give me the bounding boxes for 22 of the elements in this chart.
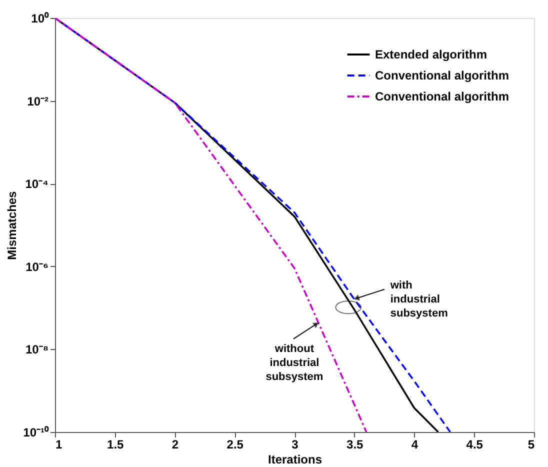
x-axis-title: Iterations xyxy=(268,452,322,466)
x-tick-label: 1 xyxy=(56,438,62,452)
y-tick-label: 10⁻¹⁰ xyxy=(23,426,50,440)
annotation: with industrial subsystem xyxy=(389,279,448,320)
x-tick-label: 5 xyxy=(528,438,535,452)
legend-label: Conventional algorithm xyxy=(375,90,510,104)
x-tick-label: 3.5 xyxy=(346,438,364,452)
x-tick-label: 2 xyxy=(172,438,179,452)
legend-label: Extended algorithm xyxy=(375,48,488,62)
x-tick-label: 2.5 xyxy=(226,438,244,452)
x-tick-label: 1.5 xyxy=(107,438,124,452)
legend-label: Conventional algorithm xyxy=(375,68,510,82)
annotation: without industrial subsystem xyxy=(266,342,324,383)
y-tick-label: 10⁻⁸ xyxy=(25,342,48,357)
y-tick-label: 10⁻² xyxy=(27,94,49,108)
y-tick-label: 10⁻⁴ xyxy=(25,177,49,192)
y-axis-title: Mismatches xyxy=(5,190,20,260)
x-tick-label: 4 xyxy=(411,438,418,452)
x-tick-label: 4.5 xyxy=(466,438,484,452)
y-tick-label: 10⁰ xyxy=(31,12,50,26)
x-tick-label: 3 xyxy=(292,438,299,452)
y-tick-label: 10⁻⁶ xyxy=(26,260,48,274)
